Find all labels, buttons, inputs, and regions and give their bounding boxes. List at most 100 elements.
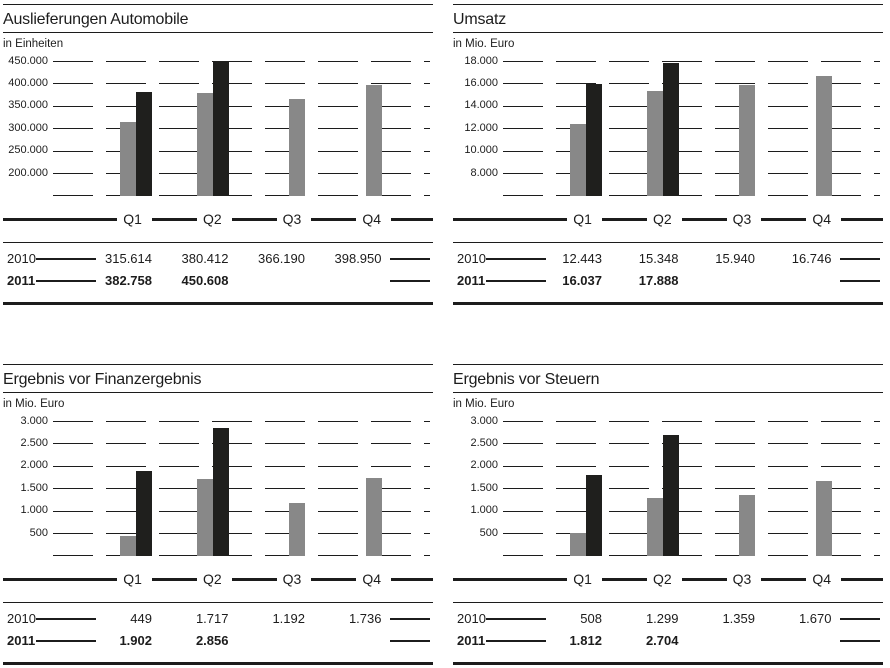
chart-unit-label: in Einheiten xyxy=(3,38,64,50)
row-year-label: 2010 xyxy=(7,251,36,266)
bar-2010-q4 xyxy=(815,75,832,196)
table-cell-2010-q4: 398.950 xyxy=(334,251,382,266)
x-axis-label-q2: Q2 xyxy=(652,571,672,587)
table-cell-2010-q2: 15.348 xyxy=(638,251,679,266)
gridline xyxy=(503,488,880,490)
chart-panel-umsatz: Umsatz in Mio. Euro 18.000 16.000 14.000 12… xyxy=(453,4,883,308)
x-axis-line-segment xyxy=(601,578,647,581)
x-axis-line-segment xyxy=(391,578,433,581)
gridline xyxy=(503,173,880,174)
data-table: 2010 315.614 380.412 366.190 398.950 2011 382.… xyxy=(3,242,433,305)
row-end-line xyxy=(390,258,430,260)
x-axis-line-segment xyxy=(311,578,357,581)
table-row-2011: 2011 382.758 450.608 xyxy=(3,270,433,292)
x-axis-line-segment xyxy=(681,218,727,221)
table-cell-2011-q2: 450.608 xyxy=(181,273,229,288)
chart-unit-label: in Mio. Euro xyxy=(3,398,65,410)
x-axis-label-q4: Q4 xyxy=(362,571,381,587)
chart-panel-ergebnis-vor-finanzergebnis: Ergebnis vor Finanzergebnis in Mio. Euro… xyxy=(3,364,433,668)
row-end-line xyxy=(840,258,880,260)
data-table: 2010 508 1.299 1.359 1.670 2011 1.812 2.704 xyxy=(453,602,883,665)
y-axis-tick-label: 350.000 xyxy=(8,99,48,112)
row-end-line xyxy=(840,618,880,620)
gridline xyxy=(503,510,880,512)
baseline-gridline xyxy=(503,555,880,557)
table-cell-2010-q4: 1.736 xyxy=(348,611,382,626)
chart-title: Auslieferungen Automobile xyxy=(3,10,433,33)
y-axis-tick-label: 250.000 xyxy=(8,144,48,157)
bar-2010-q2 xyxy=(196,479,213,556)
x-axis-line-segment xyxy=(841,578,883,581)
table-cell-2010-q2: 1.717 xyxy=(195,611,229,626)
bar-2010-q1 xyxy=(120,535,136,556)
table-row-2010: 2010 315.614 380.412 366.190 398.950 xyxy=(3,248,433,270)
row-end-line xyxy=(840,640,880,642)
gridline xyxy=(53,488,430,490)
x-axis: Q1 Q2 Q3 Q4 xyxy=(453,572,883,587)
x-axis: Q1 Q2 Q3 Q4 xyxy=(3,572,433,587)
y-axis-tick-label: 2.500 xyxy=(20,436,48,449)
x-axis-line-segment xyxy=(761,218,807,221)
bar-2010-q4 xyxy=(365,84,382,196)
y-axis-tick-label: 1.000 xyxy=(20,504,48,517)
y-axis-tick-label: 450.000 xyxy=(8,54,48,67)
bar-2011-q2 xyxy=(662,434,679,556)
baseline-gridline xyxy=(503,195,880,197)
table-row-2011: 2011 1.812 2.704 xyxy=(453,630,883,652)
table-cell-2011-q2: 2.856 xyxy=(195,633,229,648)
table-row-2011: 2011 16.037 17.888 xyxy=(453,270,883,292)
table-cell-2011-q1: 382.758 xyxy=(105,273,152,288)
gridline xyxy=(53,128,430,130)
data-table: 2010 449 1.717 1.192 1.736 2011 1.902 2.856 xyxy=(3,602,433,665)
gridline xyxy=(53,510,430,512)
gridline xyxy=(53,533,430,534)
x-axis-line-segment xyxy=(601,218,647,221)
gridline xyxy=(503,105,880,107)
row-year-label: 2011 xyxy=(457,633,486,648)
bar-2011-q2 xyxy=(212,428,229,556)
y-axis-tick-label: 1.500 xyxy=(470,481,498,494)
y-axis-tick-label: 400.000 xyxy=(8,76,48,89)
row-end-line xyxy=(390,280,430,282)
y-axis-tick-label: 2.500 xyxy=(470,436,498,449)
chart-plot-area: 450.000 400.000 350.000 300.000 250.000 200.0… xyxy=(3,55,433,197)
gridline xyxy=(53,421,430,422)
gridline xyxy=(503,421,880,422)
row-end-line xyxy=(390,618,430,620)
bar-2011-q1 xyxy=(136,91,152,196)
table-cell-2010-q3: 1.192 xyxy=(272,611,305,626)
x-axis-label-q2: Q2 xyxy=(202,571,222,587)
x-axis-label-q4: Q4 xyxy=(812,211,831,227)
gridline xyxy=(53,105,430,107)
table-cell-2010-q2: 1.299 xyxy=(645,611,679,626)
chart-panel-ergebnis-vor-steuern: Ergebnis vor Steuern in Mio. Euro 3.000 2… xyxy=(453,364,883,668)
leader-line xyxy=(36,258,96,260)
x-axis-line-segment xyxy=(231,578,277,581)
row-end-line xyxy=(390,640,430,642)
table-cell-2011-q1: 16.037 xyxy=(562,273,602,288)
bar-2010-q3 xyxy=(289,502,305,556)
row-year-label: 2011 xyxy=(7,273,36,288)
table-cell-2011-q1: 1.902 xyxy=(119,633,152,648)
leader-line xyxy=(486,618,546,620)
bar-2011-q1 xyxy=(136,470,152,556)
row-year-label: 2011 xyxy=(457,273,486,288)
table-cell-2010-q1: 449 xyxy=(130,611,152,626)
gridline xyxy=(503,150,880,152)
bar-2011-q1 xyxy=(586,474,602,556)
x-axis-line-segment xyxy=(761,578,807,581)
y-axis-tick-label: 200.000 xyxy=(8,166,48,179)
x-axis-line-segment xyxy=(311,218,357,221)
table-cell-2010-q2: 380.412 xyxy=(181,251,229,266)
x-axis: Q1 Q2 Q3 Q4 xyxy=(453,212,883,227)
bar-2010-q2 xyxy=(646,497,663,556)
gridline xyxy=(503,443,880,445)
baseline-gridline xyxy=(53,555,430,557)
chart-plot-area: 3.000 2.500 2.000 1.500 1.000 500 xyxy=(3,415,433,557)
chart-title: Umsatz xyxy=(453,10,883,33)
gridline xyxy=(53,173,430,174)
bar-2010-q1 xyxy=(570,533,586,556)
row-year-label: 2010 xyxy=(7,611,36,626)
y-axis-tick-label: 500 xyxy=(29,526,48,539)
x-axis-line-segment xyxy=(841,218,883,221)
